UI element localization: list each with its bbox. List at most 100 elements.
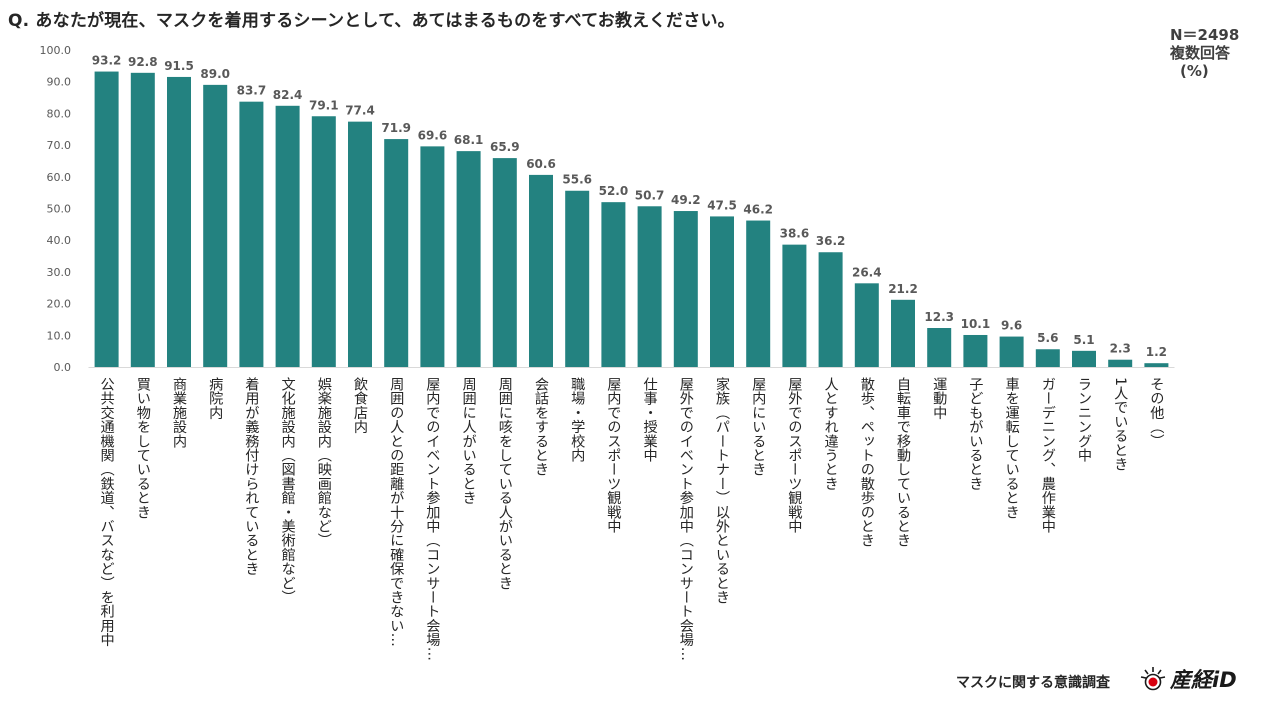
data-label: 49.2 [671, 193, 701, 207]
bar [637, 206, 662, 367]
data-label: 91.5 [164, 59, 194, 73]
bar [384, 139, 409, 367]
bar [818, 252, 843, 367]
data-label: 69.6 [418, 128, 448, 142]
bar [963, 334, 988, 367]
x-tick-label: 買い物をしているとき [135, 377, 151, 519]
x-tick-label: ガーデニング、農作業中 [1040, 377, 1056, 533]
x-tick-label: 家族（パートナー）以外といるとき [714, 376, 730, 604]
sample-size: N＝2498 [1170, 26, 1240, 44]
data-label: 26.4 [852, 265, 882, 279]
bar [854, 283, 879, 367]
x-tick-label: その他（） [1148, 377, 1164, 448]
y-tick-label: 100.0 [40, 44, 72, 57]
x-tick-label: 運動中 [931, 377, 947, 420]
sankei-burst-icon [1140, 667, 1166, 691]
y-tick-label: 50.0 [47, 203, 72, 216]
data-label: 82.4 [273, 88, 303, 102]
bar [275, 105, 300, 368]
brand-name: 産経iD [1170, 668, 1237, 692]
brand-logo: 産経iD [1140, 664, 1237, 694]
bar [94, 71, 119, 367]
data-label: 65.9 [490, 140, 520, 154]
data-label: 77.4 [345, 104, 375, 118]
bar [239, 101, 264, 368]
x-tick-label: 周囲の人との距離が十分に確保できない… [388, 377, 404, 647]
x-tick-label: 仕事・授業中 [642, 377, 658, 462]
x-tick-label: ランニング中 [1076, 377, 1092, 462]
y-tick-label: 10.0 [47, 329, 72, 342]
data-label: 92.8 [128, 55, 158, 69]
data-label: 52.0 [599, 184, 629, 198]
data-label: 38.6 [780, 227, 810, 241]
data-label: 9.6 [1001, 319, 1022, 333]
bar [420, 146, 445, 367]
data-label: 10.1 [961, 317, 991, 331]
x-tick-label: 周囲に咳をしている人がいるとき [497, 377, 513, 590]
x-tick-label: 周囲に人がいるとき [461, 377, 477, 505]
bar [529, 174, 553, 367]
data-label: 46.2 [743, 203, 773, 217]
data-label: 68.1 [454, 133, 484, 147]
x-tick-label: 1人でいるとき [1112, 377, 1128, 472]
y-tick-label: 90.0 [47, 76, 72, 89]
bar [927, 328, 952, 367]
bar [348, 121, 372, 367]
y-tick-label: 20.0 [47, 298, 72, 311]
bar [492, 158, 517, 367]
data-label: 36.2 [816, 234, 846, 248]
y-tick-label: 80.0 [47, 107, 72, 120]
survey-name: マスクに関する意識調査 [956, 675, 1110, 691]
x-tick-label: 屋内でのスポーツ観戦中 [605, 377, 621, 533]
bar [710, 216, 734, 367]
x-tick-label: 着用が義務付けられているとき [243, 377, 259, 576]
x-tick-label: 人とすれ違うとき [823, 377, 839, 491]
data-label: 93.2 [92, 54, 122, 68]
answer-type: 複数回答 [1170, 44, 1231, 62]
bar [167, 76, 191, 367]
data-label: 1.2 [1146, 345, 1167, 359]
y-tick-label: 30.0 [47, 266, 72, 279]
data-label: 60.6 [526, 157, 556, 171]
bar [1108, 359, 1133, 367]
bar [673, 211, 698, 367]
unit-label: (%) [1180, 62, 1209, 80]
bar [601, 202, 626, 367]
data-label: 12.3 [924, 310, 954, 324]
bar [782, 244, 807, 367]
x-tick-label: 病院内 [207, 377, 223, 421]
x-tick-label: 子どもがいるとき [967, 377, 983, 491]
x-tick-label: 商業施設内 [171, 377, 187, 449]
bar [1035, 349, 1060, 367]
bar [746, 220, 771, 367]
y-tick-label: 70.0 [47, 139, 72, 152]
x-tick-label: 自転車で移動しているとき [895, 377, 911, 548]
data-label: 79.1 [309, 98, 339, 112]
bar [1072, 350, 1096, 367]
x-tick-label: 散歩、ペットの散歩のとき [859, 377, 875, 548]
x-tick-label: 屋外でのイベント参加中（コンサート会場… [678, 377, 694, 661]
x-tick-label: 飲食店内 [352, 377, 368, 435]
x-tick-label: 車を運転しているとき [1004, 376, 1020, 519]
x-tick-label: 屋外でのスポーツ観戦中 [786, 377, 802, 533]
data-label: 47.5 [707, 198, 737, 212]
x-tick-label: 会話をするとき [533, 377, 549, 477]
bar [456, 151, 481, 367]
bar [311, 116, 336, 368]
x-tick-label: 娯楽施設内（映画館など） [316, 377, 332, 547]
y-tick-label: 0.0 [54, 361, 72, 374]
data-label: 71.9 [381, 121, 411, 135]
bar [130, 72, 155, 367]
x-tick-label: 屋内でのイベント参加中（コンサート会場… [424, 377, 440, 661]
bar [1144, 363, 1169, 367]
bar [891, 299, 915, 367]
x-tick-label: 屋内にいるとき [750, 377, 766, 477]
data-label: 5.6 [1037, 331, 1058, 345]
data-label: 21.2 [888, 282, 918, 296]
data-label: 55.6 [562, 173, 592, 187]
bar [565, 190, 590, 367]
x-tick-label: 職場・学校内 [569, 377, 585, 463]
y-tick-label: 40.0 [47, 234, 72, 247]
y-tick-label: 60.0 [47, 171, 72, 184]
